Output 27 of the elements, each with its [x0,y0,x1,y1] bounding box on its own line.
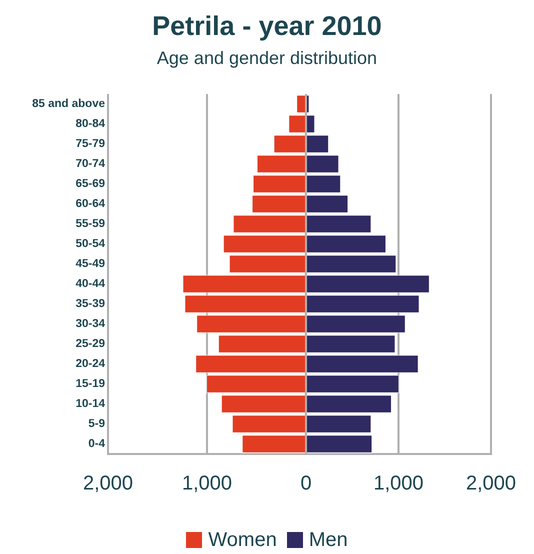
chart-subtitle: Age and gender distribution [156,47,378,70]
y-tick-label: 5-9 [88,418,105,430]
legend-label: Men [308,528,348,552]
y-tick-label: 40-44 [76,278,106,290]
y-tick-label: 65-69 [76,178,105,190]
x-tick-label: 1,000 [373,472,424,495]
y-tick-label: 0-4 [88,438,106,450]
x-tick-label: 1,000 [182,472,232,495]
y-tick-label: 50-54 [76,238,106,250]
y-tick-label: 15-19 [76,378,105,390]
chart-title: Petrila - year 2010 [151,10,383,42]
y-tick-label: 45-49 [76,258,105,270]
y-tick-label: 80-84 [76,118,106,130]
legend-label: Women [208,528,277,552]
y-tick-label: 85 and above [32,98,105,110]
x-tick-label: 0 [300,472,312,495]
y-tick-label: 60-64 [76,198,106,210]
y-tick-label: 25-29 [76,338,105,350]
y-tick-label: 30-34 [76,318,106,330]
y-tick-label: 75-79 [76,138,105,150]
y-tick-label: 70-74 [76,158,106,170]
y-tick-label: 10-14 [76,398,106,410]
x-tick-label: 2,000 [466,472,516,495]
x-tick-label: 2,000 [82,472,134,495]
y-tick-label: 35-39 [76,298,105,310]
y-tick-label: 55-59 [76,218,105,230]
y-tick-label: 20-24 [76,358,106,370]
